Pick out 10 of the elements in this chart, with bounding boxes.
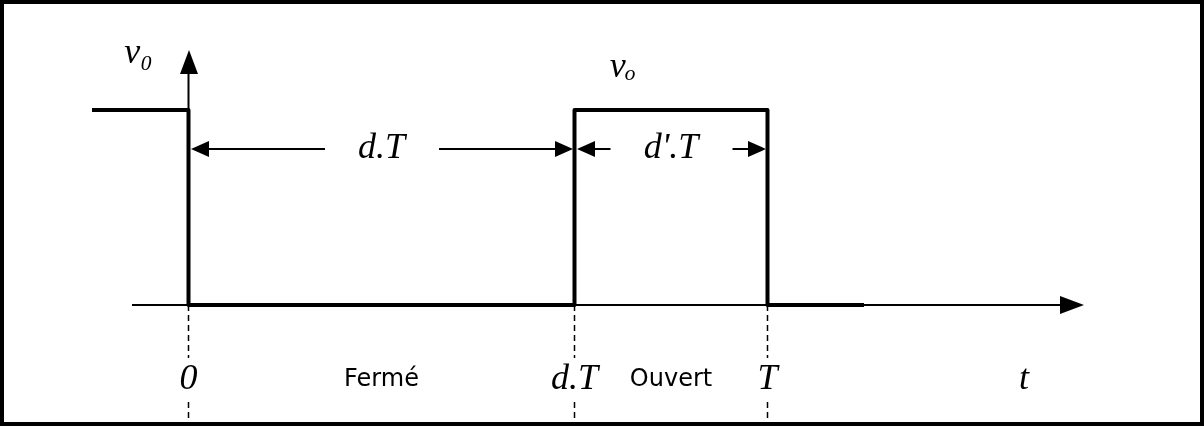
y-axis-title: v₀: [124, 31, 153, 72]
series-label: vₒ: [609, 45, 636, 86]
text: Fermé: [344, 364, 419, 393]
annotation: d'.T: [643, 126, 702, 167]
x-tick-label: T: [757, 357, 781, 398]
text: Ouvert: [629, 364, 713, 393]
annotation: d.T: [357, 126, 408, 167]
x-tick-label: 0: [179, 357, 198, 398]
x-axis-title: t: [1018, 357, 1030, 398]
x-tick-label: d.T: [550, 357, 601, 398]
